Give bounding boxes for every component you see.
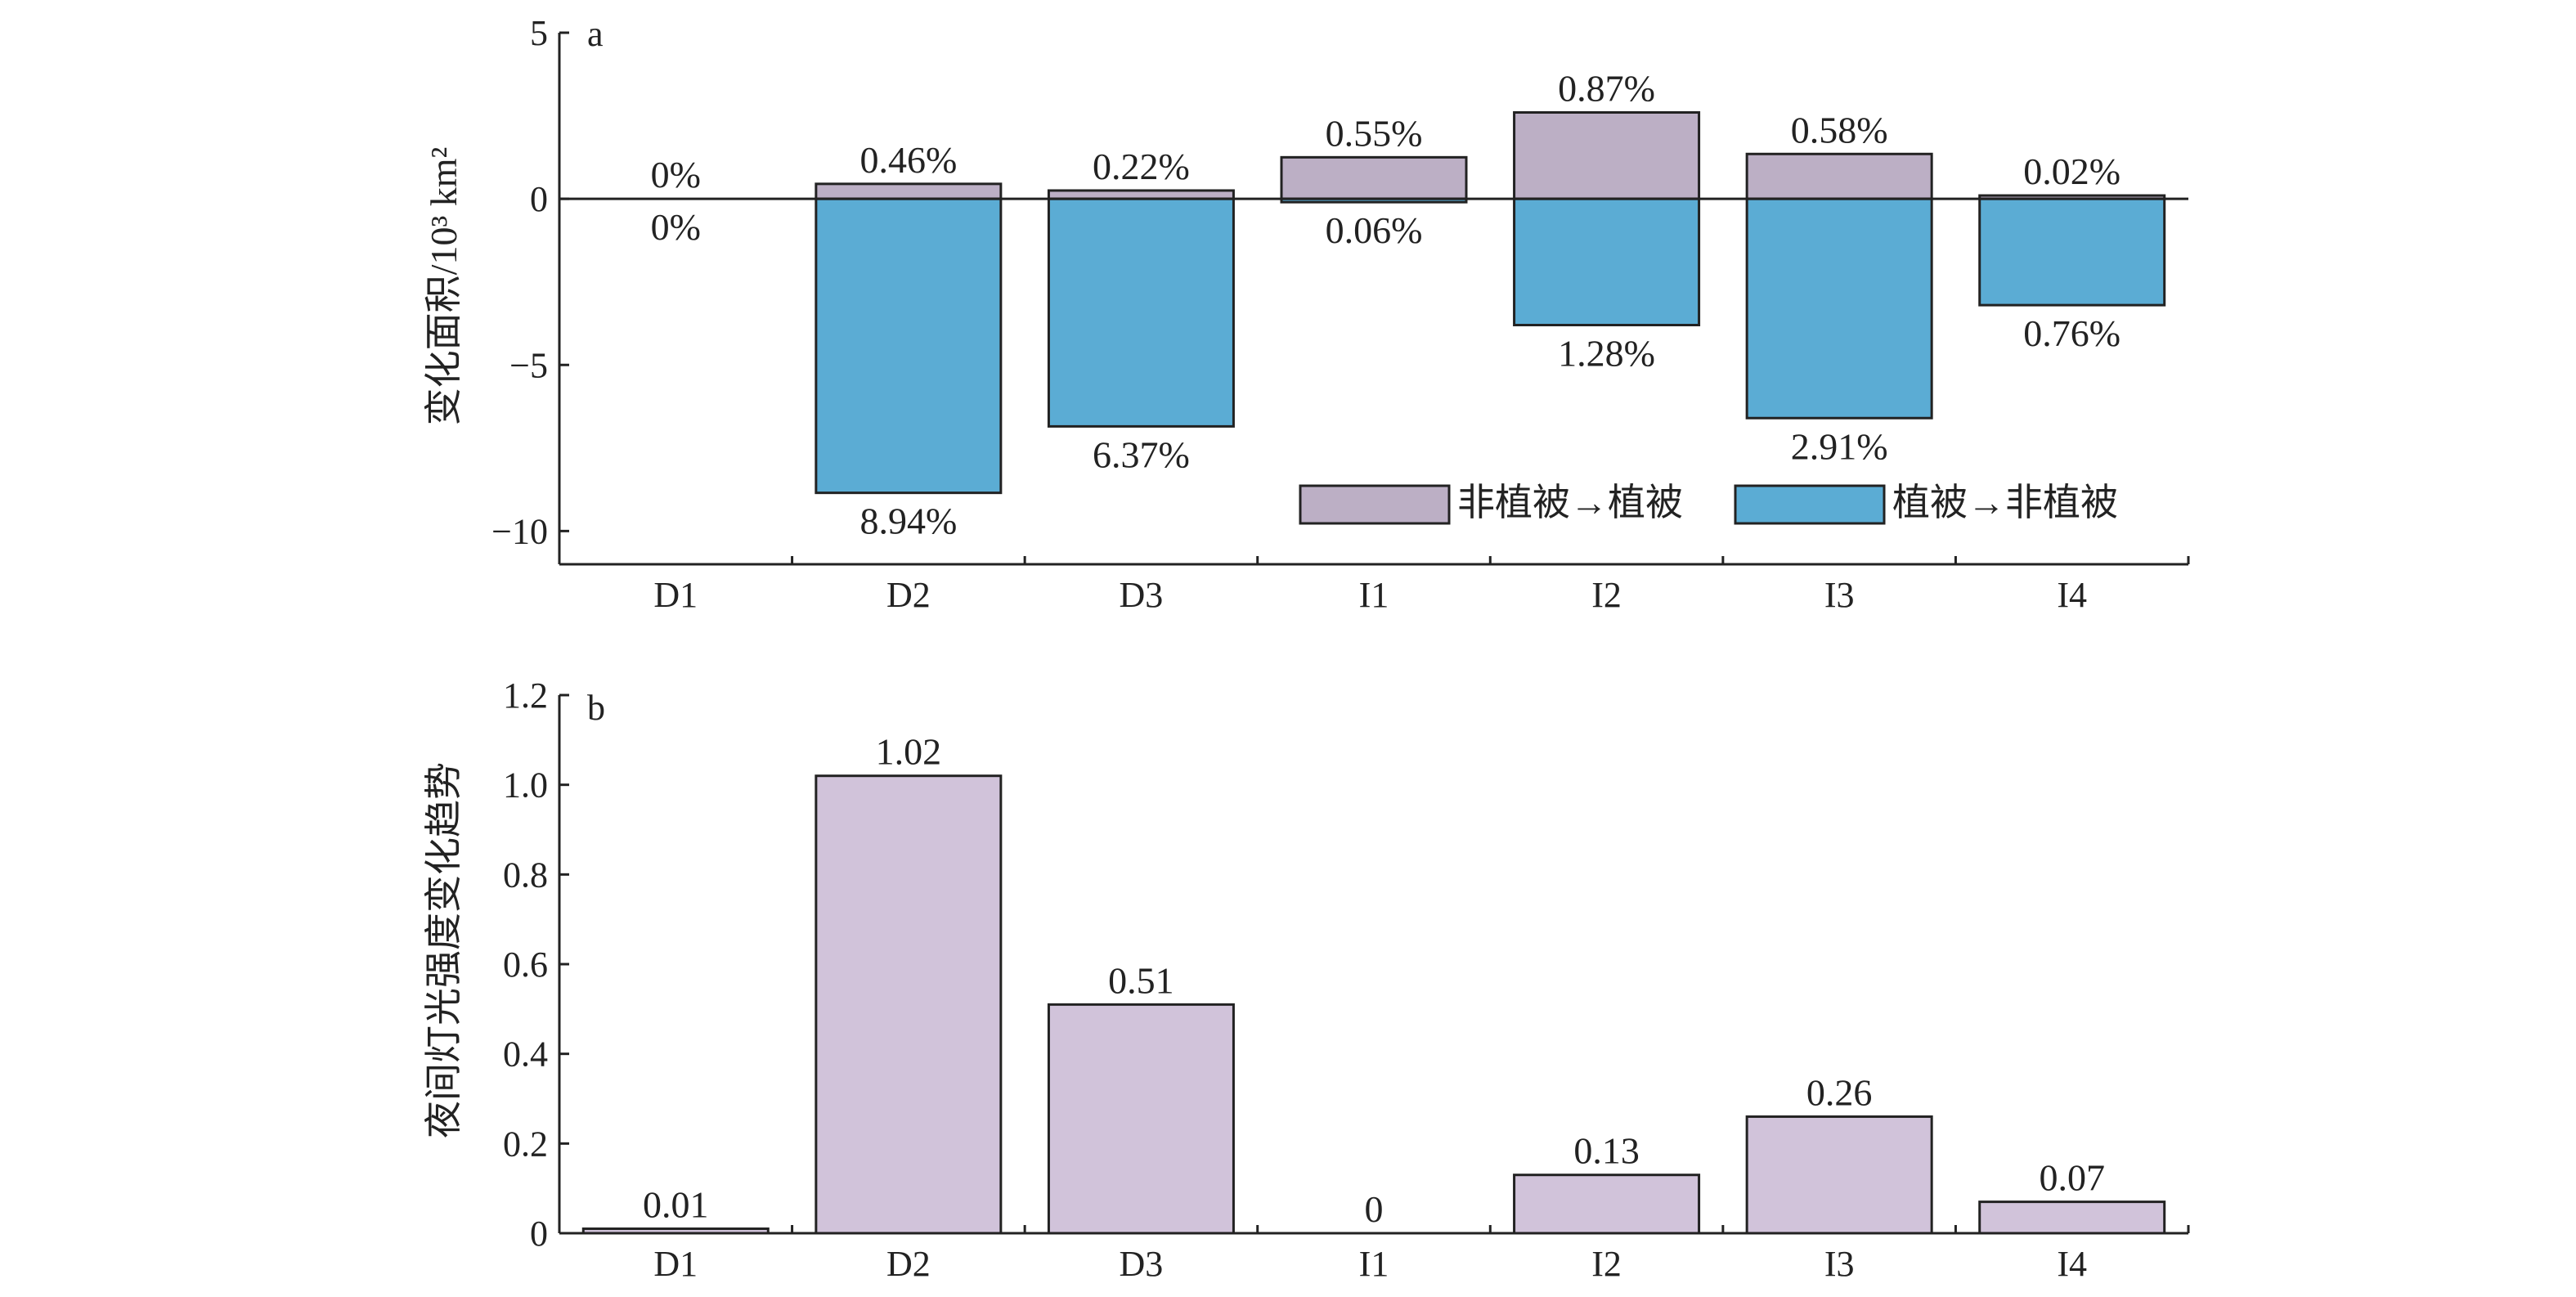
data-labels: 0% 0.46% 0.22% 0.55% 0.87% 0.58% 0.02% 0% 8.94% 6… bbox=[651, 68, 2121, 542]
data-label-loss: 6.37% bbox=[1093, 433, 1190, 475]
legend-label-gain: 非植被→植被 bbox=[1457, 482, 1683, 523]
y-tick-label: 0.8 bbox=[503, 855, 548, 895]
x-tick-label: I1 bbox=[1359, 575, 1389, 615]
bar-gain bbox=[815, 182, 1003, 200]
x-tick-label: D3 bbox=[1120, 575, 1164, 615]
bar-loss bbox=[815, 197, 1003, 495]
data-label-gain: 0% bbox=[651, 154, 701, 195]
bar bbox=[1978, 1201, 2166, 1235]
y-tick-label: 0.4 bbox=[503, 1034, 548, 1075]
y-tick-label: 1.0 bbox=[503, 765, 548, 806]
y-tick-label: 0 bbox=[530, 179, 548, 219]
y-tick-label: 1.2 bbox=[503, 675, 548, 716]
bars bbox=[581, 774, 2166, 1235]
y-tick-label: −10 bbox=[491, 511, 548, 551]
bar-loss bbox=[1047, 197, 1235, 428]
x-tick-label: I4 bbox=[2057, 575, 2087, 615]
chart-panel-b: b 夜间灯光强度变化趋势 0.011.020.5100.130.260.0700… bbox=[423, 675, 2190, 1284]
y-tick-label: −5 bbox=[509, 345, 548, 385]
x-tick-label: D1 bbox=[653, 1244, 698, 1284]
data-label-loss: 8.94% bbox=[859, 500, 957, 542]
bar bbox=[815, 774, 1003, 1235]
panel-label: a bbox=[587, 14, 604, 54]
data-label-loss: 0% bbox=[651, 206, 701, 248]
x-axis: D1 D2 D3 I1 I2 I3 I4 bbox=[558, 1225, 2190, 1284]
bar-gain bbox=[1280, 155, 1468, 200]
panel-label: b bbox=[587, 688, 605, 728]
bar-loss bbox=[1978, 197, 2166, 307]
bar-gain bbox=[1513, 111, 1701, 200]
x-tick-label: I3 bbox=[1824, 1244, 1855, 1284]
y-tick-label: 5 bbox=[530, 13, 548, 53]
legend-label-loss: 植被→非植被 bbox=[1892, 482, 2118, 523]
x-axis: D1 D2 D3 I1 I2 I3 I4 bbox=[558, 556, 2190, 615]
data-labels: 0.01 1.02 0.51 0 0.13 0.26 0.07 bbox=[643, 731, 2105, 1230]
data-label: 0.01 bbox=[643, 1184, 709, 1226]
x-tick-label: D2 bbox=[886, 575, 931, 615]
bar bbox=[1745, 1115, 1933, 1235]
data-label-loss: 0.76% bbox=[2023, 312, 2120, 354]
y-axis-label: 夜间灯光强度变化趋势 bbox=[423, 762, 464, 1138]
data-label-loss: 0.06% bbox=[1326, 209, 1423, 251]
data-label-gain: 0.46% bbox=[859, 139, 957, 181]
y-tick-label: 0 bbox=[530, 1214, 548, 1254]
legend-swatch-loss bbox=[1734, 484, 1886, 525]
data-label: 0.07 bbox=[2039, 1157, 2105, 1199]
x-tick-label: I2 bbox=[1591, 575, 1622, 615]
data-label: 0.51 bbox=[1108, 959, 1174, 1001]
data-label: 0.26 bbox=[1806, 1071, 1873, 1113]
data-label-gain: 0.02% bbox=[2023, 150, 2120, 192]
data-label-loss: 2.91% bbox=[1791, 425, 1888, 467]
x-tick-label: I4 bbox=[2057, 1244, 2087, 1284]
y-axis: 5 0 −5 −10 bbox=[491, 13, 569, 551]
y-axis: 0 0.2 0.4 0.6 0.8 1.0 1.2 bbox=[503, 675, 569, 1254]
legend-swatch-gain bbox=[1299, 484, 1451, 525]
y-tick-label: 0.6 bbox=[503, 945, 548, 985]
bar bbox=[1047, 1003, 1235, 1235]
data-label-gain: 0.87% bbox=[1558, 68, 1655, 110]
bar bbox=[1513, 1174, 1701, 1235]
data-label-gain: 0.55% bbox=[1326, 112, 1423, 154]
bar-loss bbox=[1513, 197, 1701, 326]
bar-loss bbox=[1745, 197, 1933, 420]
x-tick-label: D3 bbox=[1120, 1244, 1164, 1284]
data-label-gain: 0.22% bbox=[1093, 146, 1190, 187]
x-tick-label: D2 bbox=[886, 1244, 931, 1284]
legend: 非植被→植被 植被→非植被 bbox=[1299, 482, 2118, 525]
x-tick-label: I1 bbox=[1359, 1244, 1389, 1284]
data-label-gain: 0.58% bbox=[1791, 109, 1888, 150]
data-label: 1.02 bbox=[876, 731, 942, 773]
data-label: 0 bbox=[1365, 1188, 1384, 1230]
bar-gain bbox=[1745, 152, 1933, 200]
data-label-loss: 1.28% bbox=[1558, 333, 1655, 375]
x-tick-label: I2 bbox=[1591, 1244, 1622, 1284]
bar-gain bbox=[1047, 189, 1235, 200]
x-tick-label: D1 bbox=[653, 575, 698, 615]
x-tick-label: I3 bbox=[1824, 575, 1855, 615]
chart-panel-a: a 变化面积/10³ km² 非植被→植被 植被→非植被 0% 0.46% 0.22… bbox=[423, 13, 2190, 615]
y-tick-label: 0.2 bbox=[503, 1124, 548, 1164]
data-label: 0.13 bbox=[1573, 1130, 1640, 1172]
y-axis-label: 变化面积/10³ km² bbox=[423, 147, 464, 426]
